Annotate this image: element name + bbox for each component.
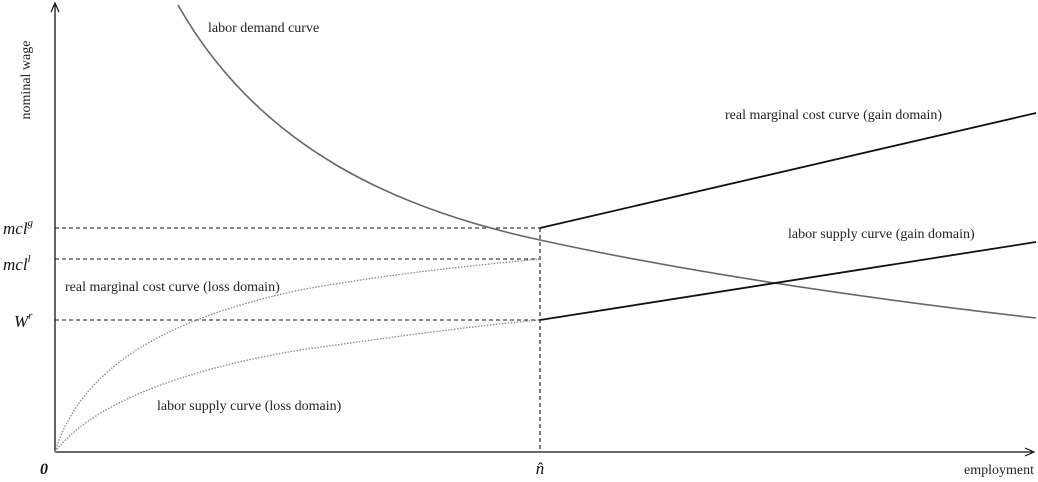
label-rmc-loss: real marginal cost curve (loss domain) bbox=[65, 280, 280, 295]
tick-mclg: mclg bbox=[3, 217, 34, 238]
supply-gain-curve bbox=[539, 241, 1037, 321]
labor-demand-curve bbox=[177, 4, 1037, 319]
label-rmc-gain: real marginal cost curve (gain domain) bbox=[725, 108, 942, 123]
x-axis-arrow bbox=[1024, 447, 1036, 457]
rmc-gain-curve bbox=[539, 112, 1037, 229]
origin-label: 0 bbox=[40, 461, 48, 478]
y-axis-arrow bbox=[50, 1, 60, 13]
tick-wr: Wr bbox=[14, 310, 33, 331]
x-axis-label: employment bbox=[964, 463, 1034, 478]
tick-nhat: n̂ bbox=[536, 459, 545, 478]
y-axis-label: nominal wage bbox=[19, 41, 34, 120]
guide-lines bbox=[55, 227, 541, 452]
supply-loss-curve bbox=[54, 319, 541, 453]
label-supply-gain: labor supply curve (gain domain) bbox=[788, 227, 975, 242]
rmc-loss-curve bbox=[54, 258, 541, 453]
label-labor-demand: labor demand curve bbox=[208, 21, 319, 36]
tick-mcll: mcll bbox=[3, 253, 31, 274]
label-supply-loss: labor supply curve (loss domain) bbox=[157, 399, 342, 414]
